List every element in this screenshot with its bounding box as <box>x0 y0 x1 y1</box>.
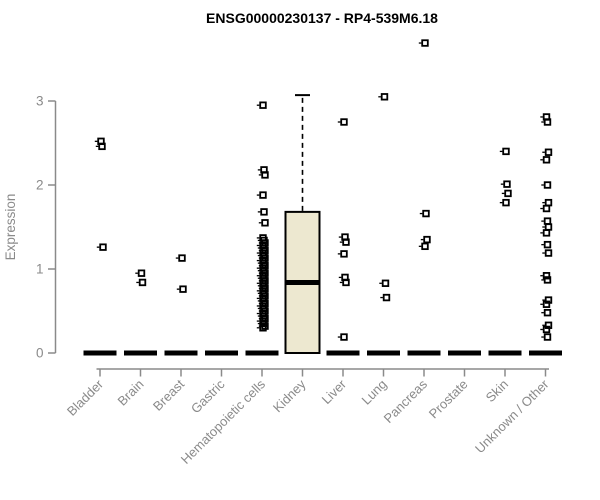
outlier-point <box>342 238 350 246</box>
outlier-point <box>380 93 389 101</box>
outlier-point <box>259 191 267 199</box>
y-tick-label: 2 <box>36 178 44 193</box>
outlier-point <box>382 293 391 302</box>
x-category-label: Liver <box>319 376 350 407</box>
outlier-point <box>137 269 146 277</box>
outlier-point <box>179 285 187 293</box>
zero-median-bar <box>124 350 157 356</box>
outlier-point <box>98 142 106 151</box>
outlier-point <box>543 333 552 341</box>
outlier-point <box>259 101 267 109</box>
outlier-point <box>178 254 186 262</box>
outlier-point <box>544 249 553 257</box>
zero-median-bar <box>488 350 522 356</box>
x-category-label: Lung <box>359 377 390 408</box>
outlier-point <box>260 208 268 216</box>
outlier-point <box>542 204 551 213</box>
y-tick-label: 3 <box>36 94 44 109</box>
boxes-layer <box>83 94 562 356</box>
y-tick-label: 0 <box>36 346 44 361</box>
outlier-point <box>543 240 552 249</box>
zero-median-bar <box>367 350 400 356</box>
outlier-point <box>340 333 348 341</box>
zero-median-bar <box>83 350 117 356</box>
x-category-label: Bladder <box>64 376 107 419</box>
outlier-point <box>502 198 510 207</box>
x-category-label: Skin <box>483 377 511 405</box>
outlier-point <box>342 278 350 287</box>
chart-title: ENSG00000230137 - RP4-539M6.18 <box>206 10 438 26</box>
zero-median-bar <box>326 350 360 356</box>
outlier-point <box>542 229 551 237</box>
x-category-label: Brain <box>115 377 147 409</box>
zero-median-bar <box>245 350 279 356</box>
outlier-point <box>421 39 429 47</box>
x-category-label: Kidney <box>270 376 309 415</box>
zero-median-bar <box>407 350 441 356</box>
outlier-point <box>542 325 551 334</box>
outlier-point <box>543 308 552 317</box>
outlier-point <box>543 217 552 225</box>
outlier-point <box>544 223 553 231</box>
outlier-point <box>542 300 551 308</box>
outlier-point <box>340 250 348 258</box>
outlier-point <box>502 147 510 156</box>
x-category-label: Unknown / Other <box>472 376 552 456</box>
x-category-label: Gastric <box>188 376 228 416</box>
outlier-point <box>423 235 431 244</box>
outlier-point <box>543 118 552 126</box>
outlier-point <box>503 180 511 188</box>
zero-median-bar <box>205 350 238 356</box>
outlier-point <box>259 324 267 332</box>
x-category-label: Prostate <box>426 377 471 422</box>
zero-median-bar <box>448 350 481 356</box>
outlier-point <box>138 278 147 287</box>
outlier-point <box>422 209 430 218</box>
outlier-point <box>543 181 552 189</box>
x-category-label: Breast <box>150 376 187 413</box>
y-tick-label: 1 <box>36 262 44 277</box>
outliers-layer <box>94 39 553 341</box>
y-axis-title: Expression <box>3 194 18 261</box>
x-category-label: Pancreas <box>381 376 431 426</box>
outlier-point <box>381 279 390 287</box>
outlier-point <box>261 219 269 227</box>
outlier-point <box>543 276 552 284</box>
zero-median-bar <box>529 350 562 356</box>
outlier-point <box>542 156 551 164</box>
outlier-point <box>340 118 348 126</box>
outlier-point <box>99 243 107 251</box>
outlier-point <box>542 272 551 280</box>
zero-median-bar <box>164 350 198 356</box>
outlier-point <box>544 198 553 207</box>
outlier-point <box>261 171 269 179</box>
outlier-point <box>544 148 553 156</box>
outlier-point <box>421 242 429 251</box>
outlier-point <box>504 189 512 198</box>
